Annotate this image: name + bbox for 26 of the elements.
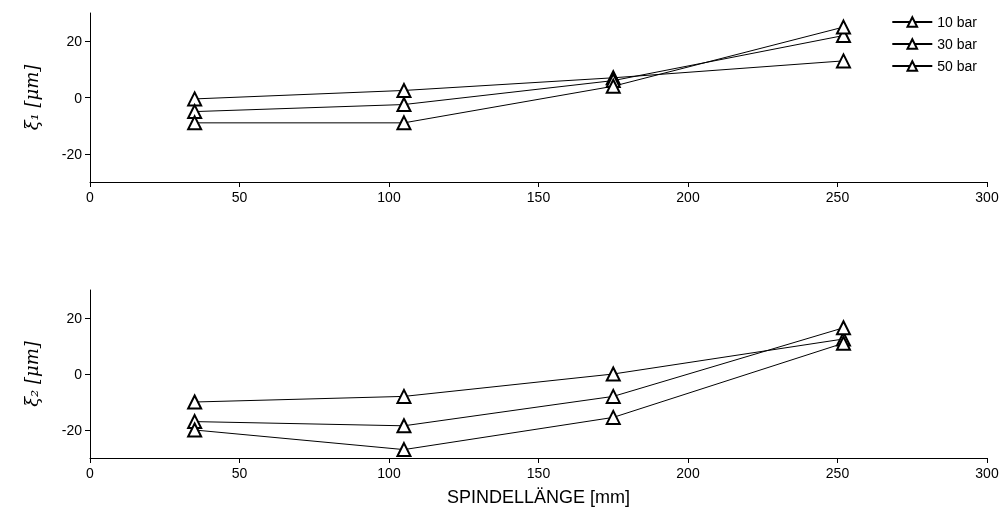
x-tick-label: 100	[377, 189, 401, 205]
x-tick-label: 100	[377, 465, 401, 481]
legend-label: 30 bar	[937, 36, 978, 52]
x-tick-label: 150	[526, 189, 551, 205]
y-axis-title: ξ₁ [μm]	[20, 63, 42, 131]
x-tick-label: 300	[975, 189, 999, 205]
x-tick-label: 50	[231, 465, 248, 481]
x-tick-label: 200	[676, 465, 700, 481]
x-tick-label: 0	[86, 189, 95, 205]
legend-label: 10 bar	[937, 14, 978, 30]
y-tick-label: 20	[66, 33, 83, 50]
x-tick-label: 50	[231, 189, 248, 205]
x-tick-label: 300	[975, 465, 999, 481]
y-tick-label: -20	[61, 145, 83, 162]
y-tick-label: -20	[61, 422, 83, 438]
legend-label: 50 bar	[937, 58, 978, 74]
x-axis-title: SPINDELLÄNGE [mm]	[446, 487, 631, 507]
y-tick-label: 0	[74, 366, 83, 382]
y-axis-title: ξ₂ [μm]	[20, 340, 42, 407]
x-tick-label: 250	[825, 465, 850, 481]
x-tick-label: 0	[86, 465, 95, 481]
x-tick-label: 250	[825, 189, 850, 205]
x-tick-label: 150	[526, 465, 551, 481]
y-tick-label: 20	[66, 310, 83, 326]
x-tick-label: 200	[676, 189, 700, 205]
y-tick-label: 0	[74, 89, 83, 106]
